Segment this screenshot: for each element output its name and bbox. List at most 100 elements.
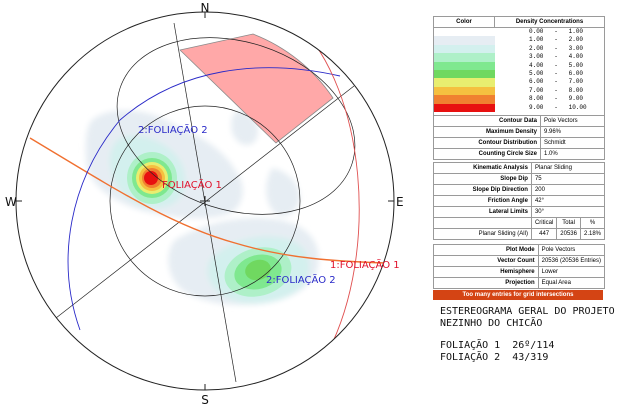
kinematic-row: Slope Dip 75 [433,173,606,185]
plot-info-row: Vector Count 20536 (20536 Entries) [433,255,606,267]
contour-key: Contour Distribution [433,137,541,149]
legend-range-from: 6.00 [529,78,544,86]
legend-swatch [434,44,495,54]
pct-header: % [579,217,606,229]
north-label: N [201,1,210,15]
legend-range: 7.00 - 8.00 [529,86,584,94]
kinematic-value: 30° [530,206,606,218]
legend-row: 0.00 - 1.00 [434,28,604,37]
kinematic-table: Kinematic Analysis Planar Sliding Slope Di… [433,162,606,240]
plot-info-value: 20536 (20536 Entries) [537,255,606,267]
plot-info-key: Vector Count [433,255,539,267]
critical-header: Critical [530,217,558,229]
legend-range-to: 10.00 [568,103,587,111]
legend-range-to: 9.00 [568,95,584,103]
east-label: E [396,195,404,209]
plot-info-key: Hemisphere [433,266,539,278]
kinematic-key: Slope Dip [433,173,532,185]
note-title-2: NEZINHO DO CHICÃO [440,318,543,329]
kinematic-result-header: Critical Total % [433,217,606,229]
legend-swatch [434,86,495,96]
plot-info-row: Projection Equal Area [433,277,606,289]
plane-f1-trace [29,137,394,265]
kinematic-value: 200 [530,184,606,196]
legend-range-to: 8.00 [568,86,584,94]
legend-range: 2.00 - 3.00 [529,44,584,52]
plane-f2-trace [67,67,341,331]
contour-value: 1.0% [540,148,605,160]
friction-cone-circle [109,105,301,297]
plot-info-key: Projection [433,277,539,289]
legend-range: 5.00 - 6.00 [529,69,584,77]
legend-swatch [434,69,495,79]
pct-value: 2.18% [579,228,606,240]
legend-row: 6.00 - 7.00 [434,78,604,87]
legend-swatch [434,95,495,104]
legend-range-from: 7.00 [529,86,544,94]
contour-info-table: Contour Data Pole Vectors Maximum Density 9… [433,115,605,160]
kinematic-result-row: Planar Sliding (All) 447 20536 2.18% [433,228,606,240]
legend-range: 9.00 - 10.00 [529,103,587,111]
contour-value: Schmidt [540,137,605,149]
kinematic-key: Slope Dip Direction [433,184,532,196]
critical-value: 447 [530,228,558,240]
total-value: 20536 [556,228,581,240]
legend-range-from: 1.00 [529,36,544,44]
legend-row: 2.00 - 3.00 [434,44,604,54]
grid-warning-banner: Too many entries for grid intersections [433,290,603,300]
density-contours [85,110,319,306]
legend-row: 9.00 - 10.00 [434,103,604,112]
legend-row: 4.00 - 5.00 [434,61,604,70]
pole-label-f1: FOLIAÇÃO 1 [162,178,222,191]
kinematic-row: Slope Dip Direction 200 [433,184,606,196]
kinematic-row: Friction Angle 42° [433,195,606,207]
plot-info-table: Plot Mode Pole Vectors Vector Count 20536 (… [433,244,606,289]
west-label: W [5,195,17,209]
great-circles [29,23,394,390]
legend-row: 1.00 - 2.00 [434,36,604,45]
legend-color-header: Color [434,17,495,27]
legend-range-to: 5.00 [568,61,584,69]
legend-range-to: 2.00 [568,36,584,44]
south-label: S [201,393,209,407]
plane-f1-greatcircle [239,23,360,390]
kinematic-value: Planar Sliding [530,162,606,174]
plot-info-value: Pole Vectors [537,244,606,256]
cardinal-ticks [16,12,394,390]
legend-swatch [434,28,495,37]
contour-row: Maximum Density 9.96% [433,126,605,138]
legend-range-to: 6.00 [568,69,584,77]
contour-row: Contour Distribution Schmidt [433,137,605,149]
plane-label-f2: 2:FOLIAÇÃO 2 [138,123,208,136]
contour-row: Contour Data Pole Vectors [433,115,605,127]
legend-row: 7.00 - 8.00 [434,86,604,96]
legend-range: 8.00 - 9.00 [529,95,584,103]
legend-range-to: 1.00 [568,28,584,35]
legend-range-from: 5.00 [529,69,544,77]
legend-range: 3.00 - 4.00 [529,53,584,61]
legend-range-from: 3.00 [529,53,544,61]
legend-range-from: 8.00 [529,95,544,103]
kinematic-row: Kinematic Analysis Planar Sliding [433,162,606,174]
legend-range: 0.00 - 1.00 [529,28,584,35]
note-foliation-2: FOLIAÇÃO 2 43/319 [440,352,549,363]
plot-info-value: Lower [537,266,606,278]
kinematic-key: Kinematic Analysis [433,162,532,174]
density-legend: Color Density Concentrations 0.00 - 1.00 1… [433,16,605,116]
legend-range-to: 7.00 [568,78,584,86]
slope-great-circle [116,37,356,215]
legend-range: 6.00 - 7.00 [529,78,584,86]
legend-swatch [434,61,495,70]
legend-range-from: 9.00 [529,103,544,111]
result-label: Planar Sliding (All) [433,228,532,240]
plane-label-f1: 1:FOLIAÇÃO 1 [330,258,400,271]
stereonet-plot: N S W E FOLIAÇÃO 1 2:FOLIAÇÃO 2 1:FOLIAÇ… [5,1,404,407]
legend-row: 3.00 - 4.00 [434,53,604,62]
legend-range-from: 4.00 [529,61,544,69]
kinematic-key: Lateral Limits [433,206,532,218]
legend-rows: 0.00 - 1.00 1.00 - 2.00 2.00 - 3.00 3.00 - … [434,28,604,112]
legend-range-from: 0.00 [529,28,544,35]
plot-info-row: Hemisphere Lower [433,266,606,278]
legend-range: 1.00 - 2.00 [529,36,584,44]
plot-info-key: Plot Mode [433,244,539,256]
